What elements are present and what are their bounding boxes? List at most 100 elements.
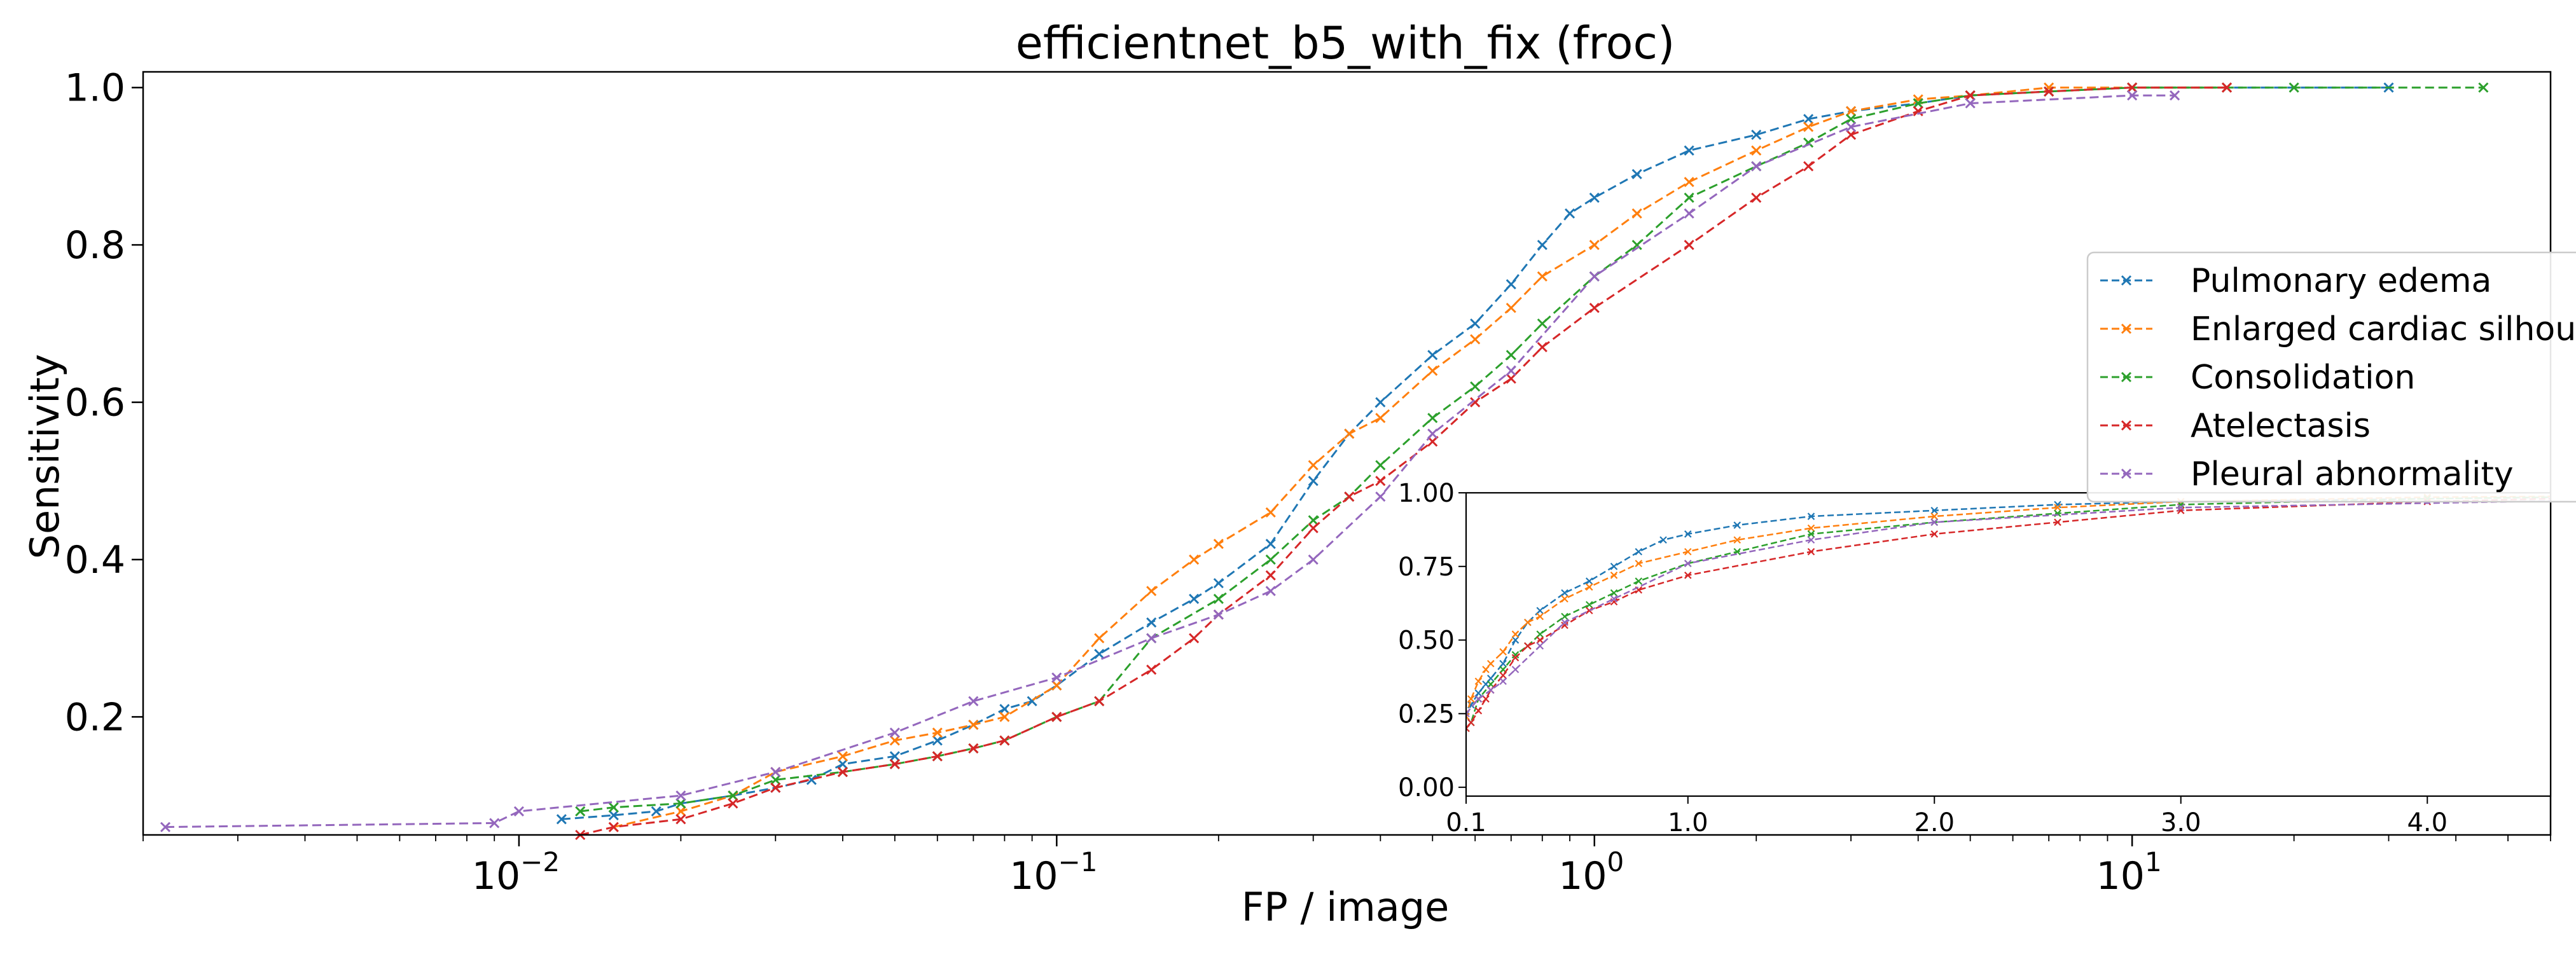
data-point: [1803, 114, 1814, 125]
legend-marker: [2121, 275, 2132, 286]
inset-data-point: [1561, 612, 1568, 621]
data-point: [2478, 82, 2489, 93]
data-point: [1265, 586, 1276, 596]
inset-data-point: [1536, 642, 1544, 650]
inset-x-tick-label: 0.1: [1446, 808, 1486, 837]
legend-entry-atelectasis: Atelectasis: [2100, 407, 2371, 445]
inset-y-tick-label: 0.00: [1398, 773, 1455, 802]
data-point: [575, 806, 586, 816]
inset-data-point: [2054, 500, 2061, 509]
data-point: [1146, 586, 1157, 596]
data-point: [1265, 539, 1276, 549]
data-point: [1846, 129, 1857, 141]
data-point: [837, 751, 848, 762]
data-point: [1146, 633, 1157, 644]
inset-data-point: [1499, 659, 1507, 668]
inset-data-point: [1486, 680, 1495, 688]
data-point: [889, 751, 900, 762]
data-point: [1751, 192, 1762, 203]
data-point: [1684, 240, 1694, 251]
inset-data-point: [1585, 607, 1593, 615]
data-point: [932, 735, 943, 746]
inset-data-point: [1610, 562, 1618, 570]
data-point: [608, 802, 619, 813]
inset-series-pleural-abnormality: [1466, 500, 2551, 718]
inset-x-tick-label: 4.0: [2407, 808, 2448, 837]
inset-data-point: [1930, 530, 1939, 538]
data-point: [1684, 177, 1694, 188]
inset-data-point: [1524, 618, 1532, 626]
main-plot-area: 10−2 10−1 100 101 0.2 0.4 0.6 0.8 1.0: [65, 66, 2552, 898]
data-point: [1846, 106, 1857, 116]
inset-data-point: [1561, 589, 1568, 597]
inset-data-point: [1585, 601, 1593, 609]
data-point: [1751, 145, 1762, 156]
data-point: [1913, 98, 1923, 109]
data-point: [675, 806, 686, 816]
inset-data-point: [1561, 618, 1568, 626]
legend-marker: [2121, 323, 2132, 334]
data-point: [837, 766, 848, 778]
data-point: [675, 814, 686, 825]
data-point: [2289, 82, 2299, 93]
inset-y-tick-label: 0.50: [1398, 626, 1455, 656]
data-point: [932, 727, 943, 738]
inset-data-point: [1536, 630, 1544, 638]
inset-background: [1466, 493, 2551, 796]
data-point: [1375, 476, 1386, 486]
data-point: [1965, 90, 1976, 101]
series-line-pulmonary-edema: [561, 86, 2389, 820]
inset-frame: [1465, 492, 2552, 797]
data-point: [1189, 593, 1200, 604]
data-point: [999, 703, 1010, 715]
data-point: [1308, 515, 1319, 526]
inset-data-point: [1466, 710, 1470, 718]
data-point: [1564, 208, 1575, 219]
inset-data-point: [1499, 671, 1507, 679]
data-point: [1589, 271, 1600, 282]
inset-data-point: [2054, 504, 2061, 511]
data-point: [1213, 578, 1224, 589]
data-point: [1265, 570, 1276, 581]
inset-series-line: [1466, 500, 2551, 715]
inset-data-point: [1733, 521, 1742, 529]
data-point: [1427, 366, 1438, 376]
inset-data-point: [1561, 621, 1568, 630]
inset-data-point: [1511, 654, 1520, 662]
inset-plot-area: 0.1 1.0 2.0 3.0 4.0 0.00 0.25 0.50 0.75 1.00: [1398, 479, 2552, 837]
legend-marker: [2121, 468, 2132, 479]
data-point: [1344, 491, 1355, 502]
inset-data-point: [1466, 713, 1470, 720]
inset-y-tick-label: 0.75: [1398, 553, 1455, 582]
data-point: [1344, 429, 1355, 439]
data-point: [608, 822, 619, 832]
data-point: [2044, 86, 2054, 97]
data-point: [1427, 413, 1438, 423]
data-point: [1265, 554, 1276, 565]
x-tick-label: 10−2: [472, 846, 560, 898]
inset-data-point: [1807, 524, 1815, 532]
legend-label: Enlarged cardiac silhou: [2191, 310, 2576, 348]
inset-data-point: [1635, 577, 1643, 585]
data-point: [1375, 460, 1386, 471]
inset-data-point: [1807, 530, 1815, 538]
legend-entry-consolidation: Consolidation: [2100, 359, 2415, 397]
data-point: [1684, 208, 1694, 219]
data-point: [1631, 240, 1642, 251]
inset-data-point: [1733, 536, 1742, 544]
data-point: [1506, 373, 1516, 384]
data-point: [513, 806, 524, 816]
data-point: [1189, 554, 1200, 565]
data-point: [889, 759, 900, 769]
inset-data-point: [1511, 666, 1520, 673]
data-point: [1913, 106, 1923, 116]
inset-data-point: [1482, 666, 1490, 673]
data-point: [1537, 318, 1548, 329]
inset-data-point: [1807, 536, 1815, 544]
inset-data-point: [1474, 695, 1483, 703]
inset-data-point: [1536, 612, 1544, 621]
data-point: [1470, 318, 1481, 329]
data-point: [1846, 121, 1857, 132]
inset-data-point: [1467, 719, 1475, 726]
